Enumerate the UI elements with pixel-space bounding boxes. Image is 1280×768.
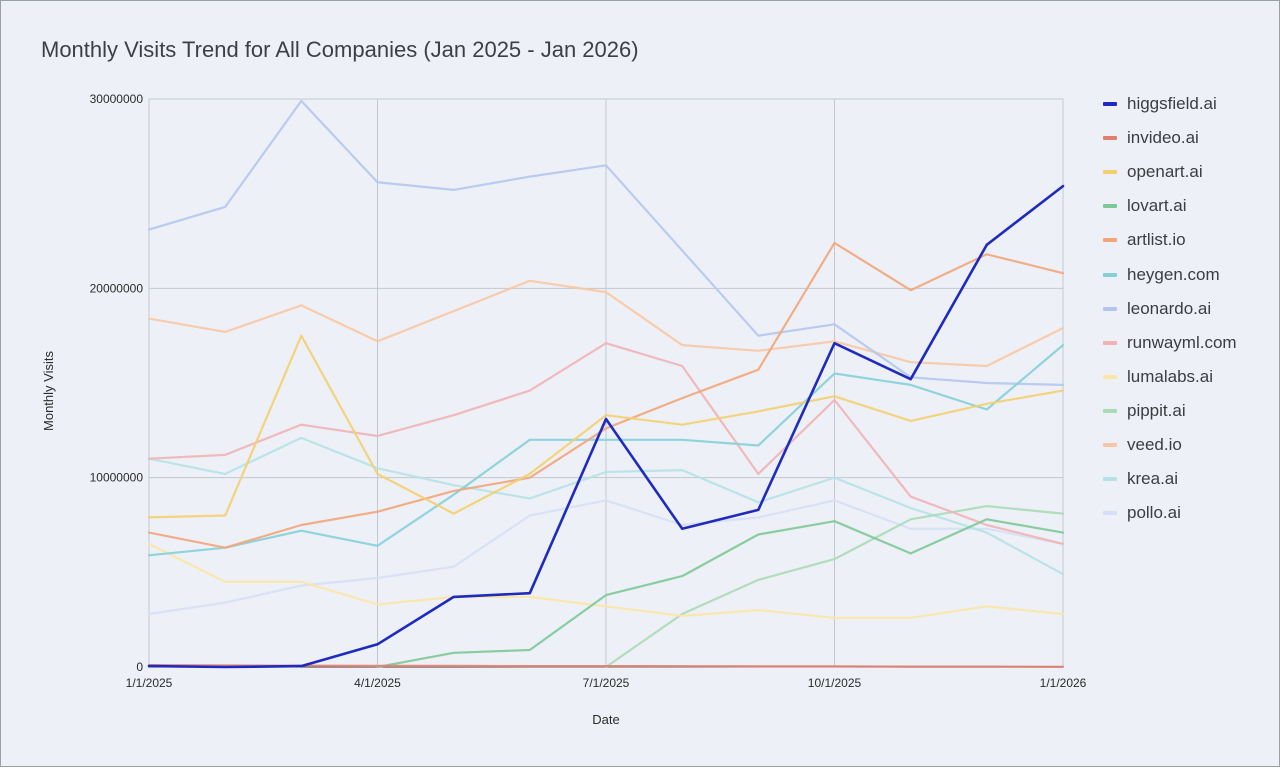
chart-title: Monthly Visits Trend for All Companies (… xyxy=(41,37,639,62)
legend-swatch xyxy=(1103,136,1117,141)
legend-swatch xyxy=(1103,170,1117,175)
legend-swatch xyxy=(1103,374,1117,379)
legend-item[interactable]: runwayml.com xyxy=(1103,326,1273,360)
x-tick-label: 10/1/2025 xyxy=(808,676,862,690)
legend-swatch xyxy=(1103,204,1117,209)
legend-item[interactable]: pippit.ai xyxy=(1103,394,1273,428)
legend-item[interactable]: krea.ai xyxy=(1103,462,1273,496)
legend-item[interactable]: higgsfield.ai xyxy=(1103,87,1273,121)
series-line-heygen-com xyxy=(147,344,1065,557)
series-line-lumalabs-ai xyxy=(147,542,1065,619)
x-tick-label: 1/1/2026 xyxy=(1040,676,1087,690)
y-axis-title: Monthly Visits xyxy=(41,351,56,431)
series-line-artlist-io xyxy=(147,241,1065,549)
legend-swatch xyxy=(1103,477,1117,482)
y-tick-label: 10000000 xyxy=(90,471,144,485)
series-line-openart-ai xyxy=(147,334,1065,519)
legend-label: openart.ai xyxy=(1127,162,1203,182)
legend-label: pollo.ai xyxy=(1127,503,1181,523)
legend-swatch xyxy=(1103,442,1117,447)
grid-lines xyxy=(148,98,1064,668)
legend-swatch xyxy=(1103,102,1117,107)
series-line-higgsfield-ai xyxy=(147,184,1065,669)
legend-swatch xyxy=(1103,340,1117,345)
x-tick-label: 1/1/2025 xyxy=(126,676,173,690)
legend-swatch xyxy=(1103,272,1117,277)
y-tick-label: 30000000 xyxy=(90,92,144,106)
legend: higgsfield.ai invideo.ai openart.ai lovart.… xyxy=(1103,87,1273,530)
y-tick-label: 20000000 xyxy=(90,281,144,295)
legend-label: runwayml.com xyxy=(1127,332,1237,352)
legend-item[interactable]: leonardo.ai xyxy=(1103,292,1273,326)
legend-swatch xyxy=(1103,408,1117,413)
legend-item[interactable]: veed.io xyxy=(1103,428,1273,462)
legend-item[interactable]: invideo.ai xyxy=(1103,121,1273,155)
series-line-lovart-ai xyxy=(376,518,1065,669)
legend-label: pippit.ai xyxy=(1127,400,1186,420)
legend-swatch xyxy=(1103,306,1117,311)
legend-label: lovart.ai xyxy=(1127,196,1187,216)
legend-label: heygen.com xyxy=(1127,264,1220,284)
legend-item[interactable]: artlist.io xyxy=(1103,223,1273,257)
series-line-krea-ai xyxy=(147,436,1065,576)
legend-label: lumalabs.ai xyxy=(1127,366,1213,386)
legend-swatch xyxy=(1103,511,1117,516)
x-tick-labels: 1/1/2025 4/1/2025 7/1/2025 10/1/2025 1/1/202… xyxy=(126,676,1087,690)
legend-item[interactable]: lumalabs.ai xyxy=(1103,360,1273,394)
x-axis-title: Date xyxy=(592,712,619,727)
series-line-veed-io xyxy=(147,279,1065,368)
legend-label: artlist.io xyxy=(1127,230,1186,250)
series-lines xyxy=(147,99,1065,669)
series-line-pollo-ai xyxy=(147,499,1065,616)
legend-swatch xyxy=(1103,238,1117,243)
legend-label: veed.io xyxy=(1127,434,1182,454)
legend-item[interactable]: heygen.com xyxy=(1103,257,1273,291)
legend-label: higgsfield.ai xyxy=(1127,94,1217,114)
y-tick-label: 0 xyxy=(136,660,143,674)
legend-item[interactable]: lovart.ai xyxy=(1103,189,1273,223)
legend-label: leonardo.ai xyxy=(1127,298,1212,318)
series-line-runwayml-com xyxy=(147,342,1065,545)
series-line-pippit-ai xyxy=(604,505,1065,669)
legend-item[interactable]: openart.ai xyxy=(1103,155,1273,189)
x-tick-label: 7/1/2025 xyxy=(583,676,630,690)
legend-label: invideo.ai xyxy=(1127,128,1199,148)
y-tick-labels: 0 10000000 20000000 30000000 xyxy=(90,92,144,674)
legend-label: krea.ai xyxy=(1127,469,1179,489)
legend-item[interactable]: pollo.ai xyxy=(1103,496,1273,530)
x-tick-label: 4/1/2025 xyxy=(354,676,401,690)
